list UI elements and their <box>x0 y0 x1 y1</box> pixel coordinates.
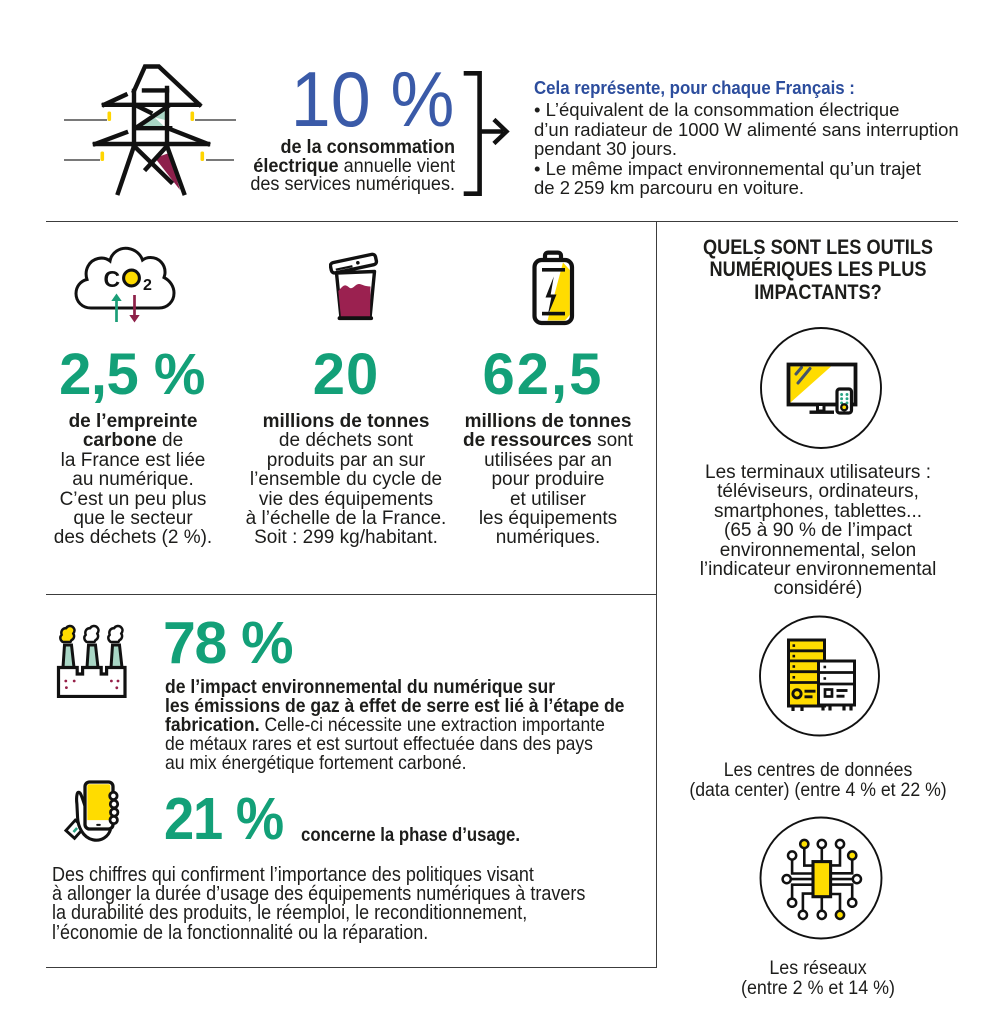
svg-text:C: C <box>104 266 121 292</box>
svg-text:2: 2 <box>143 277 152 294</box>
